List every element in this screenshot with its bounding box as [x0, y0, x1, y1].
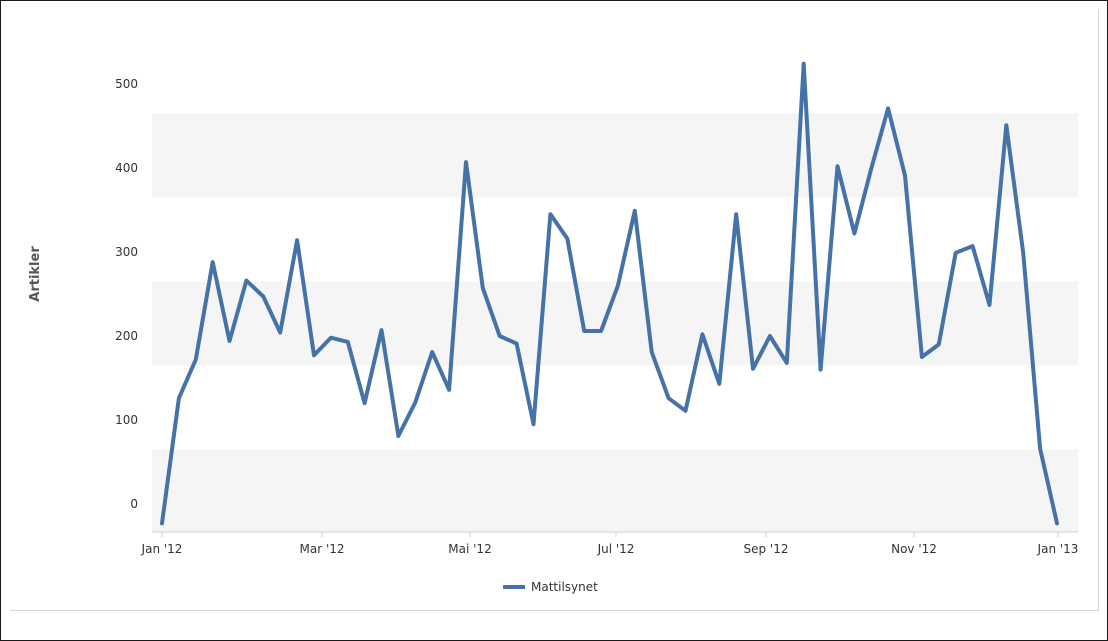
y-axis-label: Artikler — [28, 246, 43, 302]
plot-band — [152, 449, 1078, 532]
plot-bands — [152, 113, 1078, 532]
x-tick-label: Nov '12 — [891, 542, 937, 556]
y-tick-label: 100 — [115, 413, 138, 427]
legend-label[interactable]: Mattilsynet — [531, 580, 598, 594]
y-tick-label: 200 — [115, 329, 138, 343]
x-tick-label: Mai '12 — [448, 542, 491, 556]
y-tick-label: 500 — [115, 77, 138, 91]
x-axis-ticks: Jan '12 Mar '12 Mai '12 Jul '12 Sep '12 Nov '… — [141, 532, 1079, 556]
chart-container — [10, 10, 1099, 611]
x-tick-label: Jan '12 — [141, 542, 183, 556]
series-line[interactable] — [160, 61, 1059, 526]
x-tick-label: Jul '12 — [597, 542, 635, 556]
y-tick-label: 400 — [115, 161, 138, 175]
x-tick-label: Sep '12 — [744, 542, 789, 556]
y-tick-label: 0 — [130, 497, 138, 511]
y-tick-label: 300 — [115, 245, 138, 259]
series-group — [160, 61, 1059, 526]
legend[interactable]: Mattilsynet — [503, 580, 598, 594]
x-tick-label: Mar '12 — [299, 542, 344, 556]
plot-band — [152, 113, 1078, 198]
x-tick-label: Jan '13 — [1037, 542, 1079, 556]
y-axis-ticks: 0 100 200 300 400 500 — [115, 77, 138, 511]
